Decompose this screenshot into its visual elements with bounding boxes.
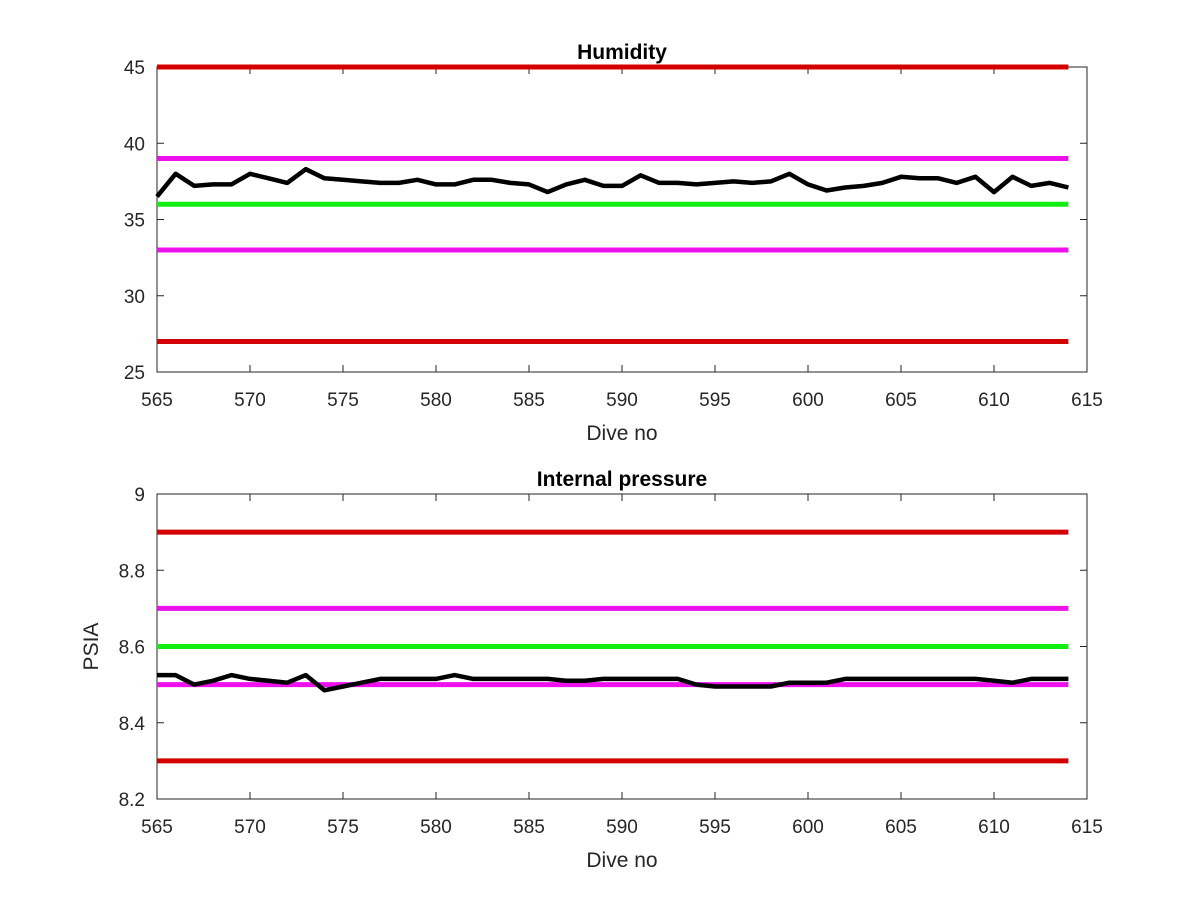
chart-1-y-tick-label: 8.8 [119, 561, 145, 582]
chart-0-y-tick-label: 30 [124, 287, 145, 308]
chart-0-x-tick-label: 580 [420, 390, 452, 411]
chart-0-x-tick-label: 605 [885, 390, 917, 411]
chart-1-y-tick-label: 8.6 [119, 638, 145, 659]
chart-0-x-axis-label: Dive no [586, 422, 657, 445]
chart-0-x-tick-label: 590 [606, 390, 638, 411]
chart-0-y-tick-label: 35 [124, 211, 145, 232]
chart-0-x-tick-label: 615 [1071, 390, 1103, 411]
chart-0-x-tick-label: 595 [699, 390, 731, 411]
chart-1-y-tick-label: 8.2 [119, 790, 145, 811]
chart-1-series-line [157, 672, 1069, 693]
humidity-chart: 565 570 575 580 585 590 595 600 605 610 615 25 30 35 4… [124, 41, 1103, 445]
chart-0-x-tick-label: 575 [327, 390, 359, 411]
chart-0-x-tick-label: 565 [141, 390, 173, 411]
chart-0-x-tick-label: 600 [792, 390, 824, 411]
chart-0-y-tick-label: 40 [124, 134, 145, 155]
chart-0-x-tick-label: 570 [234, 390, 266, 411]
chart-1-x-axis-label: Dive no [586, 849, 657, 872]
chart-0-x-tick-label: 585 [513, 390, 545, 411]
chart-1-x-tick-label: 615 [1071, 817, 1103, 838]
chart-0-axes-box [156, 66, 1088, 373]
chart-0-x-tick-label: 610 [978, 390, 1010, 411]
chart-1-x-tick-label: 575 [327, 817, 359, 838]
chart-1-y-axis-label: PSIA [80, 623, 103, 671]
chart-0-y-tick-label: 25 [124, 363, 145, 384]
chart-0-title: Humidity [577, 41, 667, 64]
internal-pressure-chart: 565 570 575 580 585 590 595 600 605 610 615 8.2 8.4 8… [80, 468, 1103, 872]
chart-1-y-tick-label: 9 [134, 485, 145, 506]
chart-0-y-tick-label: 45 [124, 58, 145, 79]
chart-1-x-tick-label: 600 [792, 817, 824, 838]
chart-1-x-tick-label: 595 [699, 817, 731, 838]
chart-1-x-tick-label: 565 [141, 817, 173, 838]
chart-1-title: Internal pressure [537, 468, 707, 491]
chart-1-x-tick-label: 605 [885, 817, 917, 838]
chart-1-y-tick-label: 8.4 [119, 714, 146, 735]
chart-1-x-tick-label: 570 [234, 817, 266, 838]
chart-1-x-tick-label: 590 [606, 817, 638, 838]
chart-1-x-tick-label: 610 [978, 817, 1010, 838]
chart-1-x-tick-label: 580 [420, 817, 452, 838]
chart-0-series-line [155, 166, 1069, 199]
chart-1-x-tick-label: 585 [513, 817, 545, 838]
